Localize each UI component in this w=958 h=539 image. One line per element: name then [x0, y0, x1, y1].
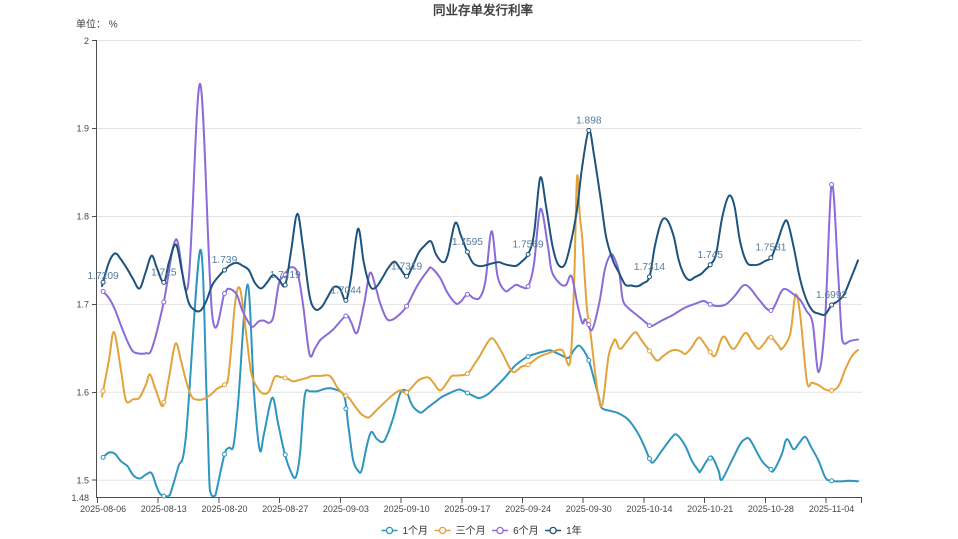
- svg-text:1.725: 1.725: [151, 267, 177, 278]
- svg-text:1.9: 1.9: [76, 124, 89, 134]
- svg-text:2025-08-06: 2025-08-06: [80, 504, 126, 514]
- svg-text:2025-09-24: 2025-09-24: [505, 504, 551, 514]
- svg-text:1.739: 1.739: [212, 255, 238, 266]
- svg-text:2025-08-13: 2025-08-13: [141, 504, 187, 514]
- svg-text:2025-10-14: 2025-10-14: [626, 504, 672, 514]
- svg-text:1.5: 1.5: [76, 475, 89, 485]
- svg-text:2025-11-04: 2025-11-04: [809, 504, 854, 514]
- svg-text:1.898: 1.898: [576, 115, 602, 126]
- svg-text:1.7044: 1.7044: [330, 286, 361, 297]
- svg-text:1.48: 1.48: [71, 493, 89, 503]
- svg-text:1.7314: 1.7314: [634, 262, 665, 273]
- svg-text:2025-09-10: 2025-09-10: [384, 504, 430, 514]
- svg-text:2025-10-21: 2025-10-21: [687, 504, 733, 514]
- svg-text:同业存单发行利率: 同业存单发行利率: [433, 3, 534, 18]
- svg-text:2025-09-30: 2025-09-30: [566, 504, 612, 514]
- svg-text:单位： %: 单位： %: [76, 18, 118, 31]
- svg-text:2025-08-20: 2025-08-20: [201, 504, 247, 514]
- svg-text:三个月: 三个月: [456, 525, 486, 537]
- svg-text:1.6992: 1.6992: [816, 290, 847, 301]
- svg-text:1个月: 1个月: [403, 525, 429, 537]
- svg-text:2025-10-28: 2025-10-28: [748, 504, 794, 514]
- svg-text:1.7319: 1.7319: [391, 261, 422, 272]
- svg-text:1.7219: 1.7219: [270, 270, 301, 281]
- svg-text:1.745: 1.745: [697, 250, 723, 261]
- svg-text:2: 2: [84, 36, 89, 46]
- svg-text:6个月: 6个月: [513, 525, 539, 537]
- svg-text:2025-09-03: 2025-09-03: [323, 504, 369, 514]
- svg-text:1.7569: 1.7569: [513, 239, 544, 250]
- svg-text:1年: 1年: [566, 524, 582, 537]
- svg-text:1.7209: 1.7209: [88, 271, 119, 282]
- svg-text:2025-09-17: 2025-09-17: [444, 504, 490, 514]
- svg-text:1.7531: 1.7531: [755, 243, 786, 254]
- svg-text:1.6: 1.6: [76, 387, 89, 397]
- svg-text:1.8: 1.8: [76, 212, 89, 222]
- svg-text:1.7595: 1.7595: [452, 237, 483, 248]
- svg-text:1.7: 1.7: [76, 300, 89, 310]
- svg-text:2025-08-27: 2025-08-27: [262, 504, 308, 514]
